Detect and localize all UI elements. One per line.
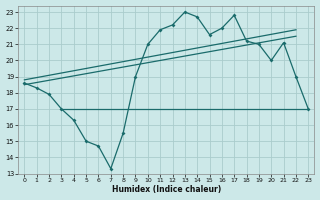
X-axis label: Humidex (Indice chaleur): Humidex (Indice chaleur): [112, 185, 221, 194]
